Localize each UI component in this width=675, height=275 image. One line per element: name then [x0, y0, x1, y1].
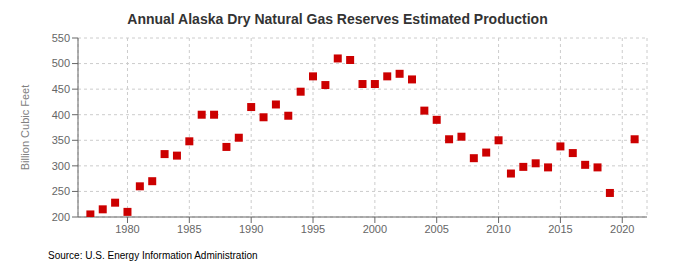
svg-text:250: 250 [52, 185, 70, 197]
svg-text:Billion Cubic Feet: Billion Cubic Feet [19, 85, 31, 171]
html-text:Source: U.S. Energy Informatio: Source: U.S. Energy Information Administ… [48, 250, 258, 261]
svg-text:550: 550 [52, 32, 70, 44]
svg-text:400: 400 [52, 109, 70, 121]
svg-text:200: 200 [52, 211, 70, 223]
svg-text:300: 300 [52, 160, 70, 172]
svg-text:1990: 1990 [239, 223, 263, 235]
svg-text:350: 350 [52, 134, 70, 146]
svg-text:450: 450 [52, 83, 70, 95]
svg-text:2015: 2015 [548, 223, 572, 235]
svg-text:1980: 1980 [115, 223, 139, 235]
svg-text:2010: 2010 [486, 223, 510, 235]
svg-text:1985: 1985 [177, 223, 201, 235]
svg-text:1995: 1995 [301, 223, 325, 235]
svg-text:2020: 2020 [610, 223, 634, 235]
html-text:Annual Alaska Dry Natural Gas: Annual Alaska Dry Natural Gas Reserves E… [127, 11, 548, 27]
svg-text:2000: 2000 [363, 223, 387, 235]
svg-text:2005: 2005 [424, 223, 448, 235]
svg-text:500: 500 [52, 57, 70, 69]
